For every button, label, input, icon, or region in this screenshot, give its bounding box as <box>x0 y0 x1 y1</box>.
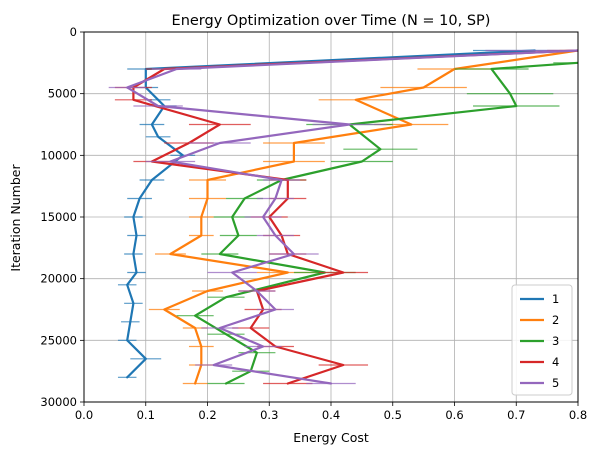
y-tick-label: 10000 <box>40 148 77 162</box>
x-tick-label: 0.5 <box>384 408 402 422</box>
x-tick-label: 0.2 <box>198 408 216 422</box>
x-tick-label: 0.0 <box>75 408 93 422</box>
y-tick-label: 15000 <box>40 210 77 224</box>
y-tick-label: 25000 <box>40 333 77 347</box>
series-group <box>108 49 578 385</box>
series-line-2 <box>163 49 578 385</box>
y-tick-label: 0 <box>70 25 77 39</box>
x-tick-label: 0.7 <box>507 408 525 422</box>
x-tick-label: 0.3 <box>260 408 278 422</box>
y-tick-label: 30000 <box>40 395 77 409</box>
x-tick-label: 0.8 <box>569 408 587 422</box>
legend-label-3: 3 <box>552 334 559 348</box>
legend: 1 2 3 4 5 <box>511 284 573 396</box>
series-line-1 <box>126 49 536 379</box>
axis-ticks: 0.0 0.1 0.2 0.3 0.4 0.5 0.6 0.7 0.8 0 5000 10000 150… <box>40 25 587 422</box>
legend-label-1: 1 <box>552 292 559 306</box>
legend-label-4: 4 <box>552 355 559 369</box>
legend-label-2: 2 <box>552 313 559 327</box>
x-tick-label: 0.6 <box>445 408 463 422</box>
series-line-3 <box>194 61 578 385</box>
x-axis-label: Energy Cost <box>293 430 369 445</box>
x-tick-label: 0.1 <box>137 408 155 422</box>
series-line-5 <box>126 49 578 385</box>
chart-title: Energy Optimization over Time (N = 10, S… <box>172 13 491 29</box>
x-tick-label: 0.4 <box>322 408 340 422</box>
series-5 <box>108 49 578 385</box>
y-axis-label: Iteration Number <box>8 164 23 272</box>
y-tick-label: 5000 <box>48 87 77 101</box>
y-tick-label: 20000 <box>40 272 77 286</box>
legend-label-5: 5 <box>552 376 559 390</box>
